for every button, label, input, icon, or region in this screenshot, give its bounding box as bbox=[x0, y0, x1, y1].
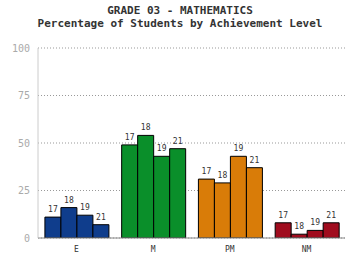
svg-text:21: 21 bbox=[173, 137, 183, 146]
html-text:GRADE 03 - MATHEMATICS: GRADE 03 - MATHEMATICS bbox=[107, 4, 253, 17]
svg-text:21: 21 bbox=[250, 156, 260, 165]
svg-text:18: 18 bbox=[64, 196, 74, 205]
svg-text:17: 17 bbox=[48, 205, 58, 214]
svg-text:17: 17 bbox=[202, 167, 212, 176]
svg-text:18: 18 bbox=[141, 123, 151, 132]
html-text:Percentage of Students by Achi: Percentage of Students by Achievement Le… bbox=[37, 17, 323, 30]
svg-text:100: 100 bbox=[12, 43, 30, 54]
svg-text:50: 50 bbox=[18, 138, 30, 149]
svg-text:18: 18 bbox=[294, 222, 304, 231]
svg-text:25: 25 bbox=[18, 185, 30, 196]
svg-text:E: E bbox=[74, 245, 79, 254]
svg-text:19: 19 bbox=[310, 218, 320, 227]
svg-text:M: M bbox=[151, 245, 156, 254]
svg-text:75: 75 bbox=[18, 90, 30, 101]
svg-text:19: 19 bbox=[234, 144, 244, 153]
svg-text:19: 19 bbox=[80, 203, 90, 212]
svg-text:0: 0 bbox=[24, 233, 30, 244]
svg-text:21: 21 bbox=[326, 211, 336, 220]
svg-text:18: 18 bbox=[218, 171, 228, 180]
svg-text:PM: PM bbox=[225, 245, 235, 254]
svg-text:17: 17 bbox=[125, 133, 135, 142]
svg-text:17: 17 bbox=[278, 211, 288, 220]
svg-text:NM: NM bbox=[302, 245, 312, 254]
svg-text:19: 19 bbox=[157, 144, 167, 153]
svg-text:21: 21 bbox=[96, 213, 106, 222]
